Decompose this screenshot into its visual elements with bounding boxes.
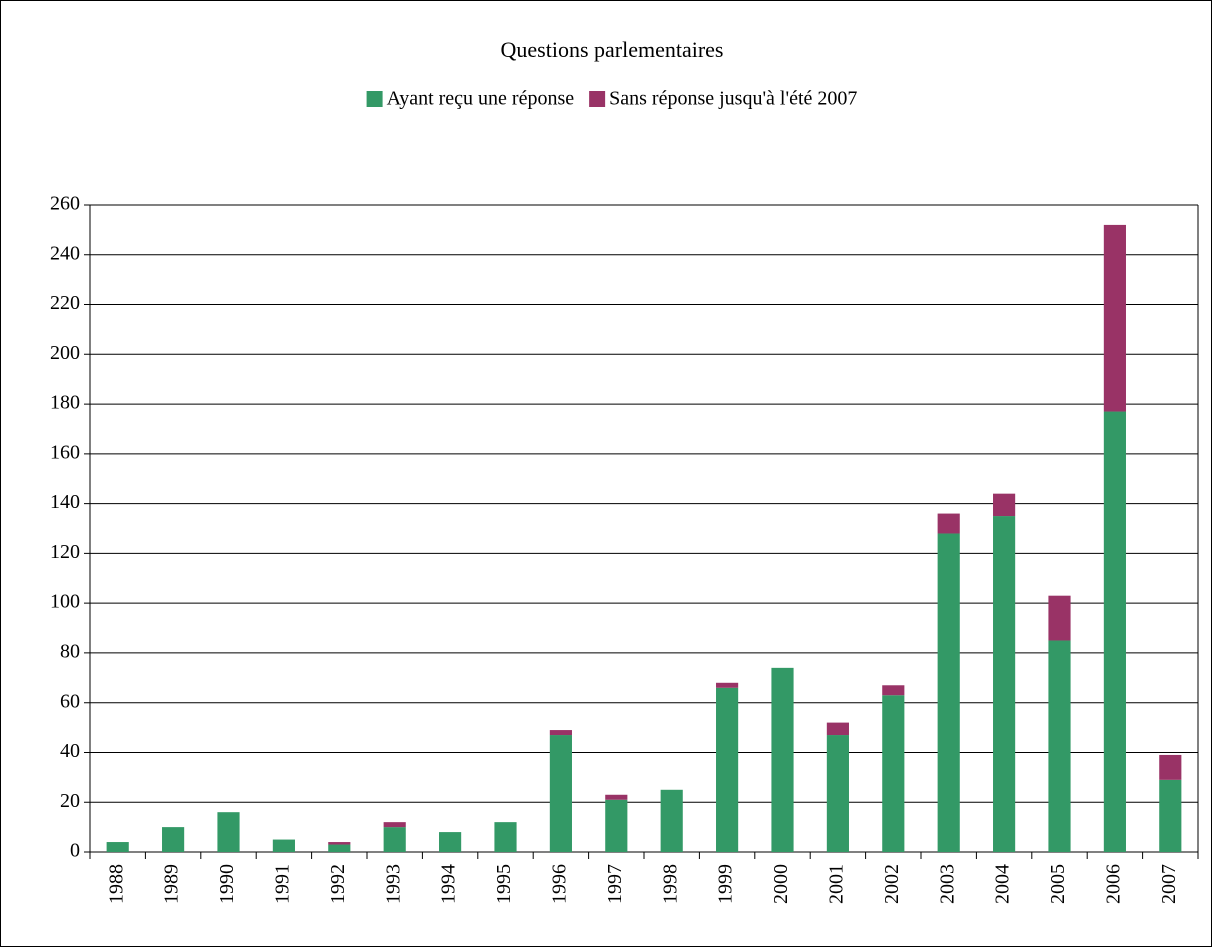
bar-segment bbox=[1103, 411, 1126, 852]
bar-segment bbox=[383, 827, 406, 852]
x-tick-label: 2006 bbox=[1102, 864, 1124, 904]
bar-segment bbox=[1103, 224, 1126, 412]
bar-segment bbox=[826, 735, 849, 852]
x-tick-label: 1995 bbox=[493, 864, 515, 904]
bar-segment bbox=[549, 730, 572, 736]
y-tick-label: 220 bbox=[50, 292, 80, 314]
x-tick-label: 1988 bbox=[105, 864, 127, 904]
legend-label: Sans réponse jusqu'à l'été 2007 bbox=[609, 88, 857, 110]
x-tick-label: 2002 bbox=[881, 864, 903, 904]
x-tick-label: 1999 bbox=[715, 864, 737, 904]
x-tick-label: 1994 bbox=[438, 864, 460, 904]
legend-swatch bbox=[589, 91, 606, 107]
legend-swatch bbox=[366, 91, 383, 107]
y-tick-label: 180 bbox=[50, 392, 80, 414]
legend-label: Ayant reçu une réponse bbox=[387, 88, 575, 110]
bar-segment bbox=[993, 516, 1016, 852]
y-tick-label: 100 bbox=[50, 591, 80, 613]
x-tick-label: 2007 bbox=[1158, 864, 1180, 904]
bar-segment bbox=[605, 799, 628, 852]
x-tick-label: 1993 bbox=[382, 864, 404, 904]
bar-segment bbox=[328, 844, 351, 852]
y-tick-label: 120 bbox=[50, 541, 80, 563]
x-tick-label: 1997 bbox=[604, 864, 626, 904]
y-tick-label: 0 bbox=[70, 840, 80, 862]
x-tick-label: 1992 bbox=[327, 864, 349, 904]
y-tick-label: 80 bbox=[60, 641, 80, 663]
chart-title: Questions parlementaires bbox=[501, 37, 724, 62]
bar-segment bbox=[328, 842, 351, 845]
y-tick-label: 60 bbox=[60, 690, 80, 712]
y-tick-label: 140 bbox=[50, 491, 80, 513]
bar-segment bbox=[162, 827, 185, 852]
bar-segment bbox=[716, 682, 739, 688]
y-tick-label: 20 bbox=[60, 790, 80, 812]
x-tick-label: 2003 bbox=[936, 864, 958, 904]
bar-segment bbox=[771, 667, 794, 852]
x-tick-label: 1991 bbox=[271, 864, 293, 904]
bar-segment bbox=[660, 789, 683, 852]
bar-segment bbox=[106, 842, 129, 852]
bar-segment bbox=[826, 722, 849, 736]
bar-segment bbox=[272, 839, 295, 852]
bar-segment bbox=[1159, 779, 1182, 852]
bar-segment bbox=[439, 832, 462, 852]
bar-segment bbox=[605, 794, 628, 800]
bar-segment bbox=[993, 493, 1016, 517]
x-tick-label: 1996 bbox=[548, 864, 570, 904]
x-tick-label: 2001 bbox=[825, 864, 847, 904]
bar-segment bbox=[383, 822, 406, 828]
bar-segment bbox=[937, 533, 960, 852]
x-tick-label: 2004 bbox=[992, 864, 1014, 904]
bar-segment bbox=[1159, 754, 1182, 780]
x-tick-label: 1990 bbox=[216, 864, 238, 904]
bar-segment bbox=[1048, 640, 1071, 852]
bar-segment bbox=[217, 812, 240, 852]
bar-segment bbox=[1048, 595, 1071, 641]
x-tick-label: 2005 bbox=[1047, 864, 1069, 904]
bar-segment bbox=[716, 687, 739, 852]
y-tick-label: 240 bbox=[50, 242, 80, 264]
y-tick-label: 260 bbox=[50, 193, 80, 215]
y-tick-label: 160 bbox=[50, 441, 80, 463]
bar-segment bbox=[937, 513, 960, 534]
bar-segment bbox=[882, 695, 905, 852]
x-tick-label: 2000 bbox=[770, 864, 792, 904]
y-tick-label: 200 bbox=[50, 342, 80, 364]
bar-segment bbox=[549, 735, 572, 852]
x-tick-label: 1998 bbox=[659, 864, 681, 904]
bar-segment bbox=[494, 822, 517, 852]
x-tick-label: 1989 bbox=[161, 864, 183, 904]
bar-segment bbox=[882, 685, 905, 696]
y-tick-label: 40 bbox=[60, 740, 80, 762]
